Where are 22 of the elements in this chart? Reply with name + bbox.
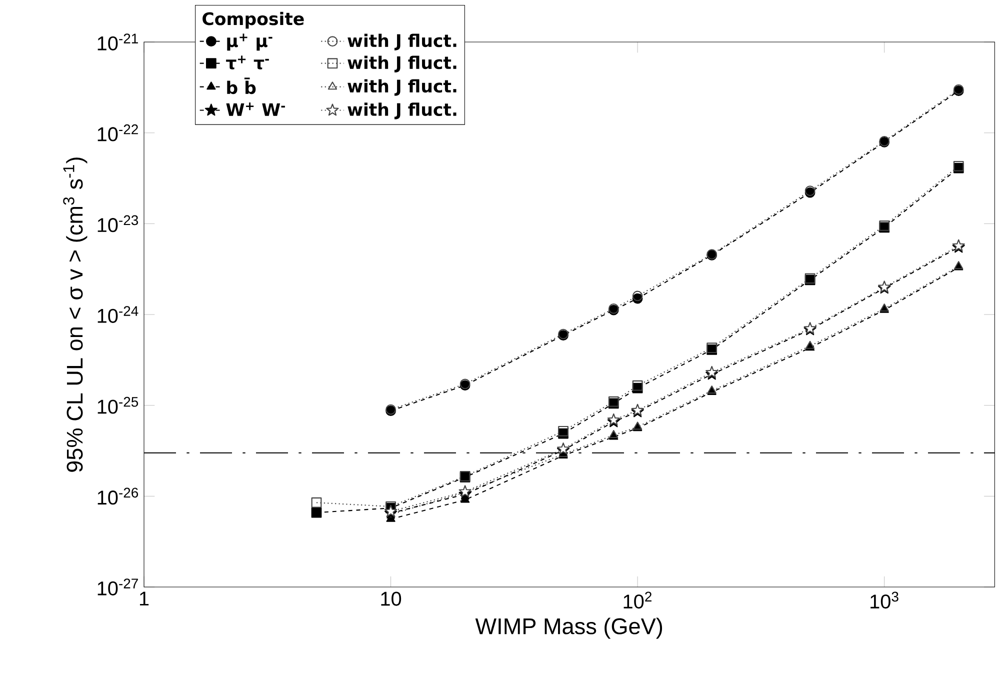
y-tick-label: 10$^{-23}$	[98, 215, 138, 232]
y-tick-label: 10$^{-26}$	[98, 488, 138, 505]
legend-label: μ$^{+}$ μ$^{-}$	[227, 34, 272, 51]
legend-label: with J fluct.	[348, 56, 456, 72]
legend-label: τ$^{+}$ τ$^{-}$	[226, 56, 269, 70]
legend-label: W$^{+}$ W$^{-}$	[226, 102, 285, 116]
legend-title: Composite	[202, 12, 304, 29]
x-tick-label: 10$^{2}$	[624, 592, 652, 609]
y-tick-label: 10$^{-25}$	[98, 396, 138, 414]
x-tick-label: 10	[381, 592, 402, 606]
legend-label: b b̄	[227, 78, 256, 94]
y-tick-label: 10$^{-24}$	[98, 306, 138, 323]
x-tick-label: 10$^{3}$	[870, 592, 898, 609]
y-tick-label: 10$^{-22}$	[98, 124, 138, 142]
x-axis-title: WIMP Mass (GeV)	[475, 618, 662, 639]
y-axis-title: 95% CL UL on < σ v > (cm$^{3}$ s$^{-1}$)	[63, 158, 88, 472]
y-tick-label: 10$^{-21}$	[98, 34, 138, 50]
x-tick-label: 1	[140, 592, 149, 606]
y-tick-label: 10$^{-27}$	[98, 578, 138, 596]
legend-label: with J fluct.	[348, 79, 456, 96]
legend-label: with J fluct.	[348, 34, 456, 50]
legend-label: with J fluct.	[348, 102, 456, 120]
